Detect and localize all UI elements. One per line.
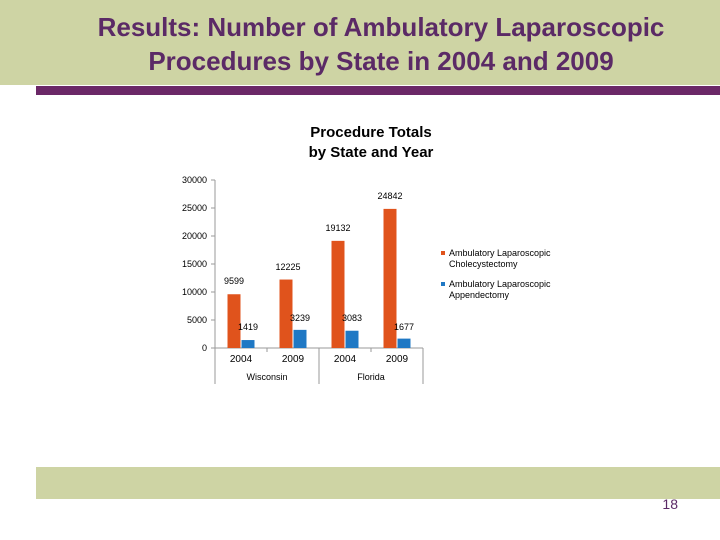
legend-label: Ambulatory Laparoscopic Cholecystectomy (449, 248, 551, 269)
bar (397, 338, 411, 348)
data-label: 12225 (275, 262, 300, 272)
data-label: 24842 (377, 191, 402, 201)
data-label: 19132 (325, 223, 350, 233)
legend-label: Ambulatory Laparoscopic Appendectomy (449, 279, 551, 300)
bar (279, 279, 293, 348)
y-tick-label: 5000 (187, 315, 207, 325)
data-label: 3083 (342, 313, 362, 323)
bar (345, 330, 359, 348)
y-tick-label: 0 (202, 343, 207, 353)
slide-title: Results: Number of Ambulatory Laparoscop… (97, 12, 665, 76)
bar (293, 329, 307, 348)
title-rule (36, 86, 720, 95)
y-tick-label: 15000 (182, 259, 207, 269)
data-label: 3239 (290, 313, 310, 323)
title-band (0, 0, 720, 85)
data-label: 1677 (394, 322, 414, 332)
bar (383, 208, 397, 348)
y-tick-label: 10000 (182, 287, 207, 297)
page-number: 18 (662, 496, 678, 512)
data-label: 9599 (224, 276, 244, 286)
data-label: 1419 (238, 322, 258, 332)
bar (227, 294, 241, 348)
chart-title: Procedure Totals by State and Year (308, 124, 434, 161)
y-tick-label: 30000 (182, 175, 207, 185)
bar (241, 340, 255, 348)
x-group-label: Florida (357, 372, 385, 382)
y-tick-label: 25000 (182, 203, 207, 213)
x-tick-label: 2004 (334, 354, 357, 365)
x-tick-label: 2009 (282, 354, 305, 365)
x-tick-label: 2009 (386, 354, 409, 365)
x-tick-label: 2004 (230, 354, 253, 365)
legend-swatch (441, 251, 445, 255)
legend-swatch (441, 282, 445, 286)
x-group-label: Wisconsin (246, 372, 287, 382)
y-tick-label: 20000 (182, 231, 207, 241)
footer-band (36, 467, 720, 499)
bar (331, 240, 345, 348)
